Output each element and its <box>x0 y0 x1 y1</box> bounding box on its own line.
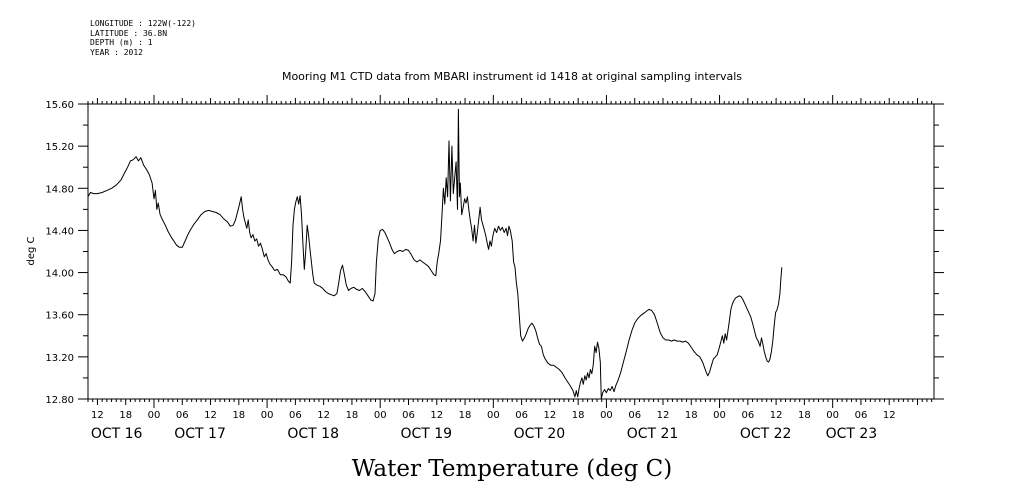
y-tick-label: 14.00 <box>45 269 74 280</box>
y-tick-label: 12.80 <box>45 395 74 406</box>
y-axis-label: deg C <box>26 236 37 265</box>
x-tick-labels: 12 18 00 06 12 18 00 06 12 18 00 06 12 18 00 06 12 18 00 06… <box>91 410 896 421</box>
x-tick-label: 12 <box>430 410 443 421</box>
x-tick-label: 06 <box>289 410 302 421</box>
x-tick-label: 18 <box>232 410 245 421</box>
x-day-label: OCT 23 <box>826 426 878 442</box>
x-tick-label: 00 <box>148 410 161 421</box>
year-text: YEAR : 2012 <box>90 47 143 57</box>
x-tick-label: 18 <box>346 410 359 421</box>
x-tick-label: 06 <box>176 410 189 421</box>
x-tick-label: 18 <box>798 410 811 421</box>
x-day-label: OCT 17 <box>174 426 226 442</box>
x-tick-label: 00 <box>374 410 387 421</box>
x-tick-label: 12 <box>544 410 557 421</box>
x-tick-label: 12 <box>770 410 783 421</box>
latitude-text: LATITUDE : 36.8N <box>90 28 168 38</box>
chart-title: Mooring M1 CTD data from MBARI instrumen… <box>282 70 742 83</box>
x-day-label: OCT 19 <box>400 426 452 442</box>
y-tick-labels: 12.80 13.20 13.60 14.00 14.40 14.80 15.20 15.60 <box>45 100 74 406</box>
x-day-label: OCT 22 <box>740 426 792 442</box>
axis-ticks <box>78 95 944 408</box>
x-tick-label: 00 <box>826 410 839 421</box>
x-tick-label: 12 <box>204 410 217 421</box>
x-tick-label: 18 <box>572 410 585 421</box>
x-tick-label: 00 <box>487 410 500 421</box>
x-tick-label: 18 <box>459 410 472 421</box>
y-tick-label: 13.60 <box>45 311 74 322</box>
longitude-text: LONGITUDE : 122W(-122) <box>90 19 196 28</box>
x-tick-label: 06 <box>515 410 528 421</box>
depth-text: DEPTH (m) : 1 <box>90 38 153 47</box>
y-tick-label: 15.20 <box>45 142 74 153</box>
x-axis-label: Water Temperature (deg C) <box>352 456 672 482</box>
x-tick-label: 00 <box>600 410 613 421</box>
x-tick-label: 06 <box>402 410 415 421</box>
x-day-label: OCT 16 <box>91 426 143 442</box>
x-tick-label: 00 <box>261 410 274 421</box>
x-day-label: OCT 20 <box>514 426 566 442</box>
x-tick-label: 18 <box>685 410 698 421</box>
x-tick-label: 00 <box>713 410 726 421</box>
x-tick-label: 12 <box>317 410 330 421</box>
y-tick-label: 13.20 <box>45 353 74 364</box>
x-tick-label: 12 <box>657 410 670 421</box>
x-tick-label: 18 <box>119 410 132 421</box>
plot-frame <box>87 103 935 400</box>
x-tick-label: 06 <box>855 410 868 421</box>
x-day-label: OCT 21 <box>627 426 679 442</box>
y-tick-label: 14.80 <box>45 184 74 195</box>
x-day-labels: OCT 16 OCT 17 OCT 18 OCT 19 OCT 20 OCT 21 OCT … <box>91 426 877 442</box>
water-temperature-line <box>87 108 783 400</box>
y-tick-label: 15.60 <box>45 100 74 111</box>
dataset-metadata: LONGITUDE : 122W(-122) LATITUDE : 36.8N … <box>90 19 196 57</box>
x-tick-label: 06 <box>628 410 641 421</box>
x-tick-label: 12 <box>883 410 896 421</box>
y-tick-label: 14.40 <box>45 226 74 237</box>
x-tick-label: 06 <box>741 410 754 421</box>
x-tick-label: 12 <box>91 410 104 421</box>
x-day-label: OCT 18 <box>287 426 339 442</box>
